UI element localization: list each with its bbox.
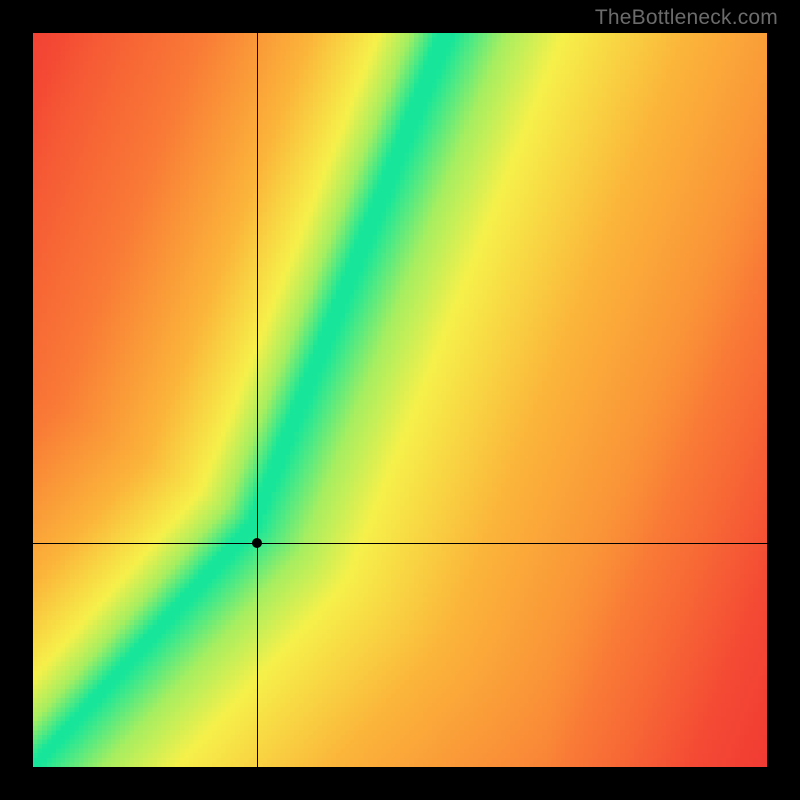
crosshair-vertical [257, 33, 258, 767]
heatmap-plot [33, 33, 767, 767]
watermark-text: TheBottleneck.com [595, 6, 778, 30]
crosshair-horizontal [33, 543, 767, 544]
marker-dot [252, 538, 262, 548]
heatmap-canvas [33, 33, 767, 767]
